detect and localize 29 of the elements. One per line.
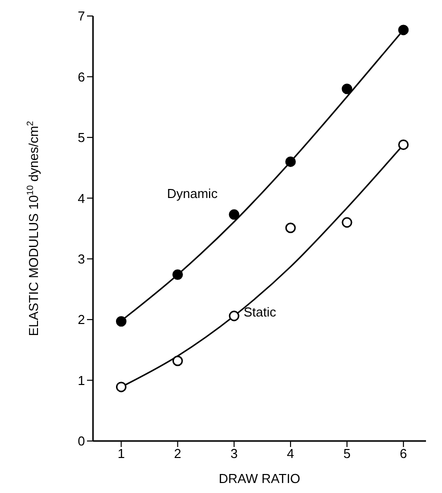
point	[116, 316, 126, 327]
x-tick-label: 5	[343, 446, 351, 462]
point	[116, 382, 126, 392]
point	[285, 222, 296, 234]
point	[342, 217, 352, 228]
point	[172, 269, 183, 280]
point	[172, 356, 183, 366]
series-label: Dynamic	[167, 186, 218, 202]
point	[228, 310, 240, 322]
x-tick-label: 3	[230, 446, 238, 462]
x-tick-label: 4	[286, 446, 294, 462]
x-axis-title: DRAW RATIO	[218, 471, 300, 486]
y-tick-label: 1	[78, 372, 85, 388]
point	[342, 84, 352, 94]
y-tick-label: 3	[78, 251, 85, 266]
y-tick-label: 7	[78, 8, 85, 24]
y-tick-label: 4	[78, 190, 85, 206]
x-tick-label: 1	[118, 446, 125, 462]
y-tick-label: 5	[78, 130, 85, 146]
point	[398, 139, 409, 150]
x-tick-label: 6	[400, 446, 408, 462]
x-tick-label: 2	[174, 446, 182, 462]
y-tick-label: 6	[78, 69, 85, 84]
y-tick-label: 2	[78, 312, 85, 328]
point	[285, 156, 296, 167]
series-label: Static	[244, 304, 277, 320]
y-tick-label: 0	[78, 434, 85, 449]
point	[398, 24, 409, 36]
point	[228, 209, 240, 220]
